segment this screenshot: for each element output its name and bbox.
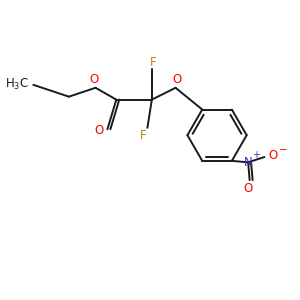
Text: O: O bbox=[268, 149, 278, 162]
Text: N: N bbox=[244, 156, 253, 169]
Text: O: O bbox=[94, 124, 103, 137]
Text: +: + bbox=[252, 150, 260, 160]
Text: $\mathregular{H_3C}$: $\mathregular{H_3C}$ bbox=[5, 77, 29, 92]
Text: O: O bbox=[172, 73, 182, 86]
Text: F: F bbox=[150, 56, 157, 68]
Text: O: O bbox=[244, 182, 253, 195]
Text: O: O bbox=[89, 73, 99, 86]
Text: F: F bbox=[140, 129, 146, 142]
Text: −: − bbox=[278, 146, 287, 155]
